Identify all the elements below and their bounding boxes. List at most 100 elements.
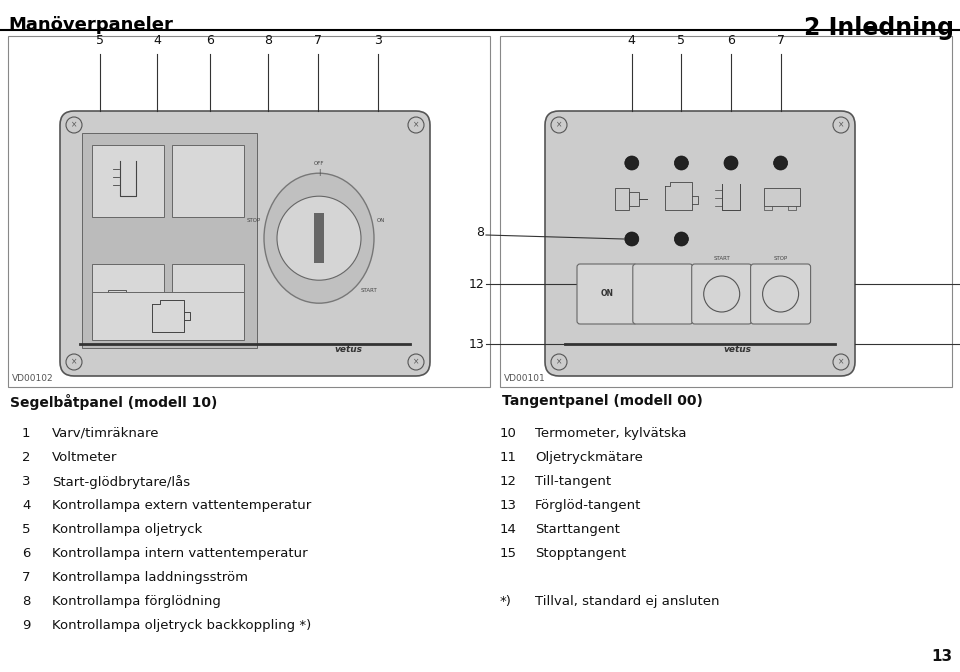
FancyBboxPatch shape bbox=[577, 264, 637, 324]
Bar bbox=[222, 308, 230, 312]
Text: Stopptangent: Stopptangent bbox=[535, 547, 626, 560]
Bar bbox=[92, 292, 244, 340]
Text: ×: × bbox=[556, 120, 563, 130]
Text: ×: × bbox=[413, 120, 420, 130]
Text: Tangentpanel (modell 00): Tangentpanel (modell 00) bbox=[502, 394, 703, 408]
Bar bbox=[787, 206, 796, 210]
Text: 5: 5 bbox=[96, 34, 104, 47]
Text: ON: ON bbox=[601, 290, 613, 298]
Text: OFF: OFF bbox=[314, 161, 324, 166]
Text: ×: × bbox=[413, 358, 420, 366]
Text: 2: 2 bbox=[22, 451, 31, 464]
Bar bbox=[611, 178, 653, 214]
Circle shape bbox=[774, 156, 787, 170]
Text: ×: × bbox=[556, 358, 563, 366]
Text: 7: 7 bbox=[22, 571, 31, 584]
Text: START: START bbox=[361, 288, 377, 293]
Text: vetus: vetus bbox=[723, 345, 752, 354]
FancyBboxPatch shape bbox=[692, 264, 752, 324]
Bar bbox=[172, 145, 244, 217]
Circle shape bbox=[704, 276, 740, 312]
Text: ON: ON bbox=[377, 218, 385, 222]
Text: Till-tangent: Till-tangent bbox=[535, 475, 612, 488]
Bar bbox=[82, 133, 257, 348]
Bar bbox=[660, 178, 703, 214]
Bar bbox=[108, 290, 126, 310]
Text: 13: 13 bbox=[500, 499, 517, 512]
Bar bbox=[763, 188, 800, 206]
Bar bbox=[314, 213, 324, 263]
Text: Segelbåtpanel (modell 10): Segelbåtpanel (modell 10) bbox=[10, 394, 217, 410]
Bar bbox=[8, 36, 490, 387]
Ellipse shape bbox=[264, 173, 374, 303]
Circle shape bbox=[551, 354, 567, 370]
Text: VD00102: VD00102 bbox=[12, 374, 54, 383]
Bar bbox=[186, 308, 194, 312]
Circle shape bbox=[625, 156, 638, 170]
Text: STOP: STOP bbox=[247, 218, 261, 222]
Text: Kontrollampa oljetryck backkoppling *): Kontrollampa oljetryck backkoppling *) bbox=[52, 619, 311, 632]
Text: Oljetryckmätare: Oljetryckmätare bbox=[535, 451, 643, 464]
Text: 6: 6 bbox=[727, 34, 735, 47]
Text: STOP: STOP bbox=[774, 256, 788, 261]
Text: 5: 5 bbox=[678, 34, 685, 47]
Text: 4: 4 bbox=[22, 499, 31, 512]
Bar bbox=[92, 145, 164, 217]
Text: ×: × bbox=[838, 120, 844, 130]
Text: 13: 13 bbox=[468, 337, 484, 351]
Text: Termometer, kylvätska: Termometer, kylvätska bbox=[535, 427, 686, 440]
Text: 9: 9 bbox=[22, 619, 31, 632]
Text: 12: 12 bbox=[468, 278, 484, 290]
Text: 14: 14 bbox=[500, 523, 516, 536]
Circle shape bbox=[408, 354, 424, 370]
Bar bbox=[759, 178, 802, 214]
Text: 10: 10 bbox=[500, 427, 516, 440]
Text: 5: 5 bbox=[22, 523, 31, 536]
Text: 4: 4 bbox=[628, 34, 636, 47]
Bar bbox=[172, 264, 244, 336]
Text: 12: 12 bbox=[500, 475, 517, 488]
Circle shape bbox=[674, 232, 688, 246]
Text: 6: 6 bbox=[206, 34, 214, 47]
Bar bbox=[92, 264, 164, 336]
Text: 7: 7 bbox=[777, 34, 784, 47]
Text: 1: 1 bbox=[22, 427, 31, 440]
Circle shape bbox=[724, 156, 738, 170]
Text: 8: 8 bbox=[264, 34, 272, 47]
FancyBboxPatch shape bbox=[751, 264, 810, 324]
Text: 6: 6 bbox=[22, 547, 31, 560]
Text: 8: 8 bbox=[22, 595, 31, 608]
Bar bbox=[763, 206, 772, 210]
Text: ×: × bbox=[71, 358, 77, 366]
Text: Kontrollampa laddningsström: Kontrollampa laddningsström bbox=[52, 571, 248, 584]
FancyBboxPatch shape bbox=[60, 111, 430, 376]
Text: Manöverpaneler: Manöverpaneler bbox=[8, 16, 173, 34]
Text: Förglöd-tangent: Förglöd-tangent bbox=[535, 499, 641, 512]
Text: Kontrollampa förglödning: Kontrollampa förglödning bbox=[52, 595, 221, 608]
Text: Varv/timräknare: Varv/timräknare bbox=[52, 427, 159, 440]
Text: Start-glödbrytare/lås: Start-glödbrytare/lås bbox=[52, 475, 190, 489]
Bar bbox=[126, 294, 138, 306]
Text: 13: 13 bbox=[931, 649, 952, 664]
Circle shape bbox=[551, 117, 567, 133]
Text: ×: × bbox=[838, 358, 844, 366]
Text: 15: 15 bbox=[500, 547, 517, 560]
Bar bbox=[614, 188, 629, 210]
Circle shape bbox=[625, 232, 638, 246]
FancyBboxPatch shape bbox=[633, 264, 693, 324]
Bar bbox=[629, 192, 638, 206]
Circle shape bbox=[66, 117, 82, 133]
Text: 8: 8 bbox=[476, 226, 484, 239]
FancyBboxPatch shape bbox=[545, 111, 855, 376]
Text: Starttangent: Starttangent bbox=[535, 523, 620, 536]
Text: Voltmeter: Voltmeter bbox=[52, 451, 117, 464]
Text: Kontrollampa extern vattentemperatur: Kontrollampa extern vattentemperatur bbox=[52, 499, 311, 512]
Text: 2 Inledning: 2 Inledning bbox=[804, 16, 954, 40]
Text: ×: × bbox=[71, 120, 77, 130]
Text: 4: 4 bbox=[153, 34, 161, 47]
Text: Tillval, standard ej ansluten: Tillval, standard ej ansluten bbox=[535, 595, 719, 608]
Circle shape bbox=[833, 354, 849, 370]
Text: |: | bbox=[318, 169, 321, 176]
Bar bbox=[186, 292, 230, 308]
Text: 11: 11 bbox=[500, 451, 517, 464]
